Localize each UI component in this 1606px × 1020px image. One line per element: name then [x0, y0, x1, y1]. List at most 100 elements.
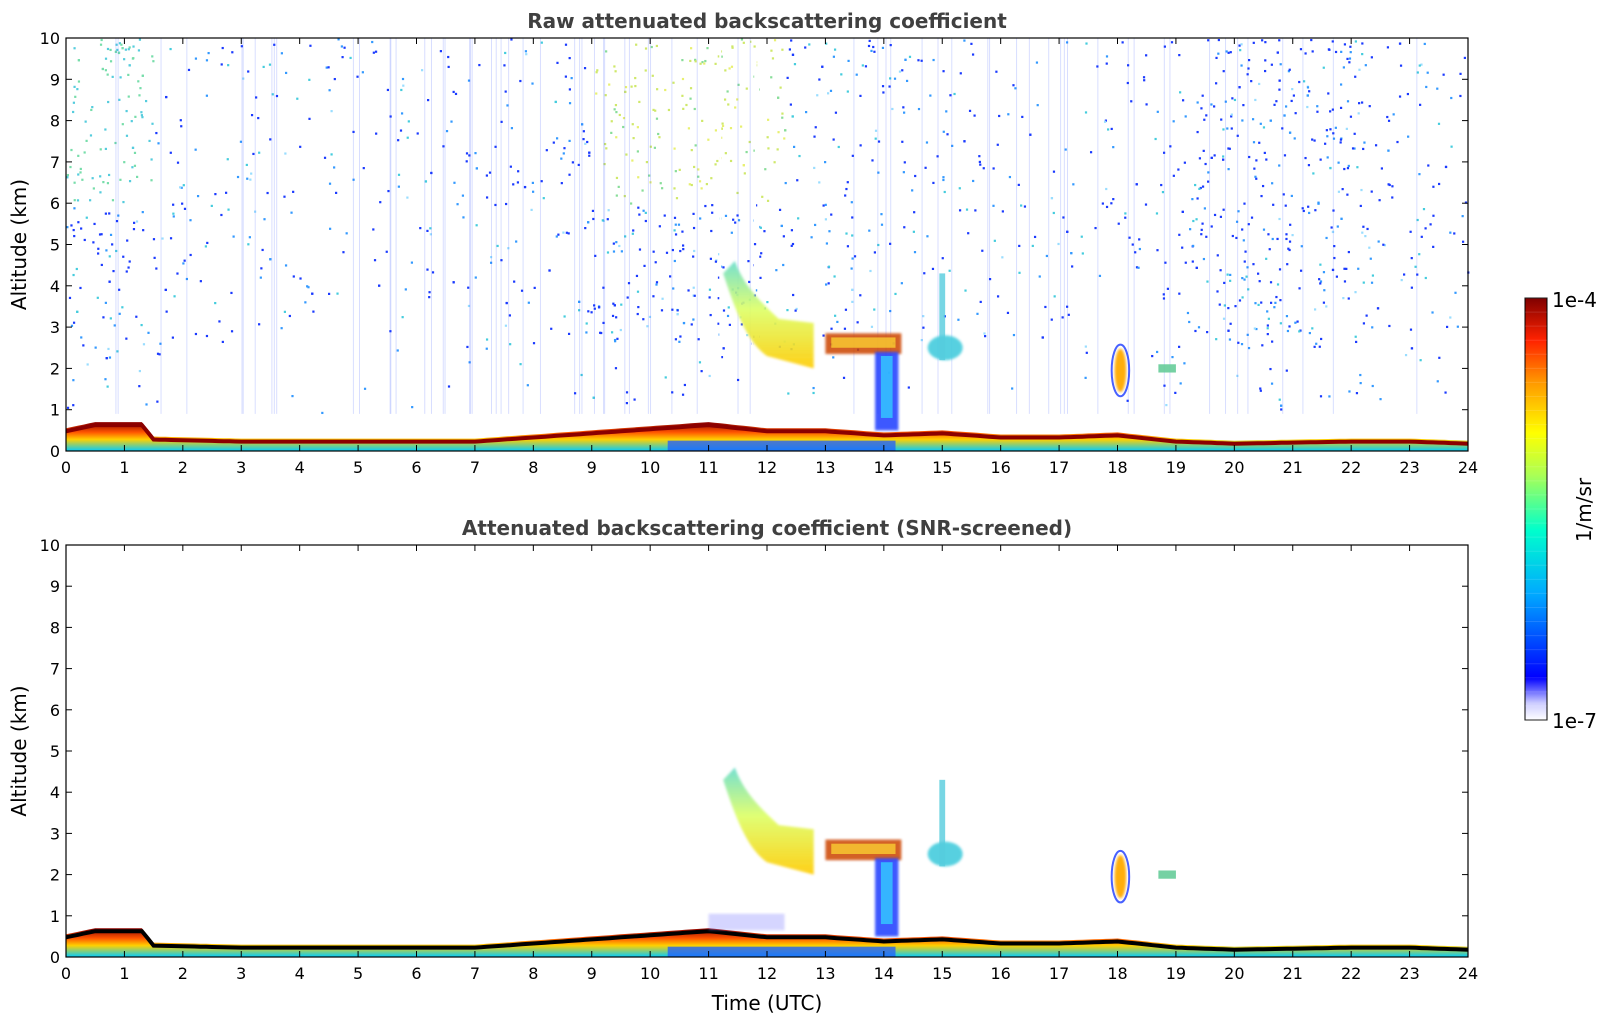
colorbar-min-label: 1e-7	[1552, 709, 1597, 733]
x-tick-label: 12	[757, 458, 777, 477]
y-tick-label: 1	[50, 401, 60, 420]
y-tick-label: 8	[50, 618, 60, 637]
x-tick-label: 16	[990, 458, 1010, 477]
y-tick-label: 1	[50, 907, 60, 926]
x-tick-label: 13	[815, 458, 835, 477]
aerosol-layer	[723, 261, 814, 369]
y-tick-label: 10	[40, 29, 60, 48]
x-tick-label: 1	[119, 458, 129, 477]
y-tick-label: 2	[50, 866, 60, 885]
cloud-15h-tower	[939, 779, 946, 867]
x-tick-label: 2	[178, 964, 188, 983]
snr-screened-panel: Attenuated backscattering coefficient (S…	[7, 516, 1478, 1015]
cloud-19h	[1158, 364, 1176, 373]
x-tick-label: 5	[353, 964, 363, 983]
x-tick-label: 11	[698, 458, 718, 477]
x-tick-label: 17	[1049, 964, 1069, 983]
x-tick-label: 24	[1458, 964, 1478, 983]
x-tick-label: 14	[874, 964, 894, 983]
y-tick-label: 8	[50, 112, 60, 131]
x-tick-label: 4	[295, 964, 305, 983]
panel2-y-ticks: 0 1 2 3 4 5 6 7 8 9 10	[40, 536, 1468, 967]
x-tick-label: 6	[411, 964, 421, 983]
panel1-x-ticks: 0 1 2 3 4 5 6 7 8 9 10 11 12 13 14 15 16 17 18 19 20 21 22 23 24	[61, 38, 1478, 477]
x-tick-label: 14	[874, 458, 894, 477]
y-tick-label: 6	[50, 194, 60, 213]
colorbar: 1e-4 1e-7 1/m/sr	[1524, 288, 1597, 733]
x-tick-label: 5	[353, 458, 363, 477]
y-tick-label: 7	[50, 660, 60, 679]
x-tick-label: 19	[1166, 964, 1186, 983]
x-tick-label: 23	[1399, 964, 1419, 983]
cloud-15h-tower	[939, 273, 946, 361]
y-tick-label: 3	[50, 318, 60, 337]
x-tick-label: 15	[932, 458, 952, 477]
panel1-y-ticks: 0 1 2 3 4 5 6 7 8 9 10	[40, 29, 1468, 461]
colorbar-max-label: 1e-4	[1552, 288, 1597, 312]
cloud-18h-edge	[1110, 343, 1131, 398]
x-axis-label: Time (UTC)	[711, 991, 823, 1015]
x-tick-label: 8	[528, 964, 538, 983]
residual-layer	[708, 913, 785, 931]
x-tick-label: 20	[1224, 458, 1244, 477]
y-tick-label: 0	[50, 442, 60, 461]
raw-backscatter-panel: Raw attenuated backscattering coefficien…	[7, 9, 1478, 477]
y-tick-label: 5	[50, 742, 60, 761]
x-tick-label: 24	[1458, 458, 1478, 477]
panel2-x-ticks: 0 1 2 3 4 5 6 7 8 9 10 11 12 13 14 15 16 17 18 19 20 21 22 23 24	[61, 545, 1478, 983]
y-tick-label: 4	[50, 277, 60, 296]
x-tick-label: 12	[757, 964, 777, 983]
x-tick-label: 1	[119, 964, 129, 983]
y-tick-label: 2	[50, 359, 60, 378]
cloud-layer-core	[831, 843, 896, 854]
cloud-18h	[1114, 855, 1127, 899]
x-tick-label: 21	[1283, 964, 1303, 983]
panel2-plot-frame	[65, 544, 1469, 958]
noise-speckle	[66, 38, 1470, 451]
panel2-title: Attenuated backscattering coefficient (S…	[462, 516, 1072, 540]
x-tick-label: 18	[1107, 458, 1127, 477]
x-tick-label: 19	[1166, 458, 1186, 477]
cloud-18h	[1114, 348, 1127, 393]
y-tick-label: 4	[50, 783, 60, 802]
aerosol-layer	[723, 767, 814, 875]
x-tick-label: 2	[178, 458, 188, 477]
y-tick-label: 6	[50, 701, 60, 720]
x-tick-label: 18	[1107, 964, 1127, 983]
x-tick-label: 22	[1341, 458, 1361, 477]
y-tick-label: 9	[50, 70, 60, 89]
panel1-title: Raw attenuated backscattering coefficien…	[527, 9, 1007, 33]
x-tick-label: 22	[1341, 964, 1361, 983]
cloud-19h	[1158, 870, 1176, 879]
x-tick-label: 8	[528, 458, 538, 477]
x-tick-label: 16	[990, 964, 1010, 983]
colorbar-unit-label: 1/m/sr	[1572, 477, 1596, 542]
x-tick-label: 3	[236, 964, 246, 983]
x-tick-label: 17	[1049, 458, 1069, 477]
y-tick-label: 7	[50, 153, 60, 172]
y-tick-label: 5	[50, 236, 60, 255]
snr-screened-heatmap	[65, 767, 1469, 957]
x-tick-label: 13	[815, 964, 835, 983]
boundary-layer-band	[65, 422, 1469, 451]
aerosol-cloud-features	[708, 767, 1176, 937]
raw-backscatter-heatmap	[65, 38, 1470, 451]
cloud-18h-edge	[1110, 849, 1131, 904]
aerosol-cloud-features	[723, 261, 1176, 431]
x-tick-label: 9	[587, 964, 597, 983]
x-tick-label: 6	[411, 458, 421, 477]
x-tick-label: 9	[587, 458, 597, 477]
x-tick-label: 20	[1224, 964, 1244, 983]
y-tick-label: 9	[50, 577, 60, 596]
x-tick-label: 0	[61, 458, 71, 477]
y-tick-label: 10	[40, 536, 60, 555]
y-tick-label: 3	[50, 824, 60, 843]
x-tick-label: 21	[1283, 458, 1303, 477]
x-tick-label: 3	[236, 458, 246, 477]
virga-core	[880, 356, 893, 418]
x-tick-label: 7	[470, 964, 480, 983]
y-tick-label: 0	[50, 948, 60, 967]
virga-core	[880, 862, 893, 925]
boundary-layer-band	[65, 928, 1469, 957]
